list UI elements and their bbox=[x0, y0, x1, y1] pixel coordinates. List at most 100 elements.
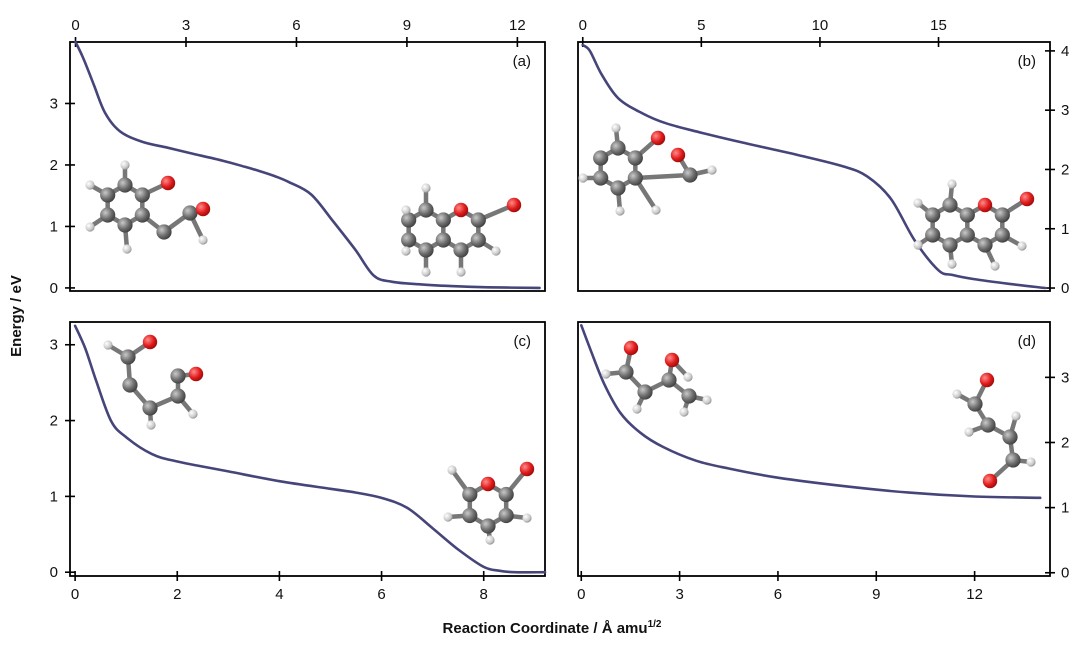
carbon-atom bbox=[470, 232, 486, 248]
carbon-atom bbox=[156, 224, 172, 240]
oxygen-atom bbox=[664, 352, 680, 368]
y-tick-label: 1 bbox=[50, 488, 58, 505]
carbon-atom bbox=[100, 187, 116, 203]
oxygen-atom bbox=[979, 372, 995, 388]
carbon-atom bbox=[618, 364, 634, 380]
panel-label: (d) bbox=[1018, 333, 1036, 350]
carbon-atom bbox=[959, 207, 975, 223]
carbon-atom bbox=[1005, 452, 1021, 468]
carbon-atom bbox=[170, 388, 186, 404]
y-tick-label: 3 bbox=[50, 337, 58, 354]
oxygen-atom bbox=[1019, 191, 1035, 207]
carbon-atom bbox=[401, 212, 417, 228]
oxygen-atom bbox=[188, 366, 204, 382]
reactant-molecule bbox=[85, 160, 211, 254]
carbon-atom bbox=[994, 227, 1010, 243]
carbon-atom bbox=[462, 507, 478, 524]
hydrogen-atom bbox=[964, 427, 974, 437]
product-molecule bbox=[443, 461, 535, 545]
y-tick-label: 3 bbox=[50, 95, 58, 112]
reactant-molecule bbox=[103, 334, 204, 430]
product-molecule bbox=[952, 372, 1036, 489]
panel-c: 0 2 4 6 8 0 1 2 3 (c) bbox=[50, 321, 547, 603]
plot-frame bbox=[577, 321, 1051, 577]
hydrogen-atom bbox=[103, 340, 113, 350]
carbon-atom bbox=[498, 486, 514, 503]
hydrogen-atom bbox=[947, 179, 957, 189]
plot-frame bbox=[69, 321, 546, 577]
carbon-atom bbox=[593, 170, 609, 186]
y-tick-label: 1 bbox=[50, 218, 58, 235]
y-tick-label: 3 bbox=[1061, 369, 1069, 386]
carbon-atom bbox=[682, 167, 698, 183]
hydrogen-atom bbox=[702, 395, 712, 405]
hydrogen-atom bbox=[401, 246, 411, 256]
y-axis-title: Energy / eV bbox=[8, 275, 25, 357]
hydrogen-atom bbox=[1026, 457, 1036, 467]
carbon-atom bbox=[480, 518, 496, 534]
carbon-atom bbox=[593, 150, 609, 166]
carbon-atom bbox=[925, 207, 941, 223]
hydrogen-atom bbox=[990, 261, 1000, 271]
carbon-atom bbox=[134, 207, 150, 223]
hydrogen-atom bbox=[401, 205, 411, 215]
carbon-atom bbox=[610, 140, 626, 156]
y-tick-label: 0 bbox=[50, 564, 58, 581]
carbon-atom bbox=[661, 372, 677, 388]
carbon-atom bbox=[977, 237, 993, 253]
carbon-atom bbox=[925, 227, 941, 243]
y-tick-label: 2 bbox=[50, 157, 58, 174]
product-molecule bbox=[913, 179, 1035, 271]
hydrogen-atom bbox=[146, 420, 156, 430]
carbon-atom bbox=[435, 212, 451, 228]
hydrogen-atom bbox=[683, 372, 693, 382]
x-tick-label: 6 bbox=[292, 17, 300, 34]
x-tick-label: 10 bbox=[812, 17, 829, 34]
carbon-atom bbox=[994, 207, 1010, 223]
panel-label: (a) bbox=[513, 53, 531, 70]
plot-frame bbox=[69, 41, 546, 292]
hydrogen-atom bbox=[85, 222, 95, 232]
carbon-atom bbox=[980, 417, 996, 433]
x-tick-label: 12 bbox=[966, 586, 983, 603]
x-tick-label: 3 bbox=[675, 586, 683, 603]
carbon-atom bbox=[1002, 429, 1018, 445]
oxygen-atom bbox=[670, 147, 686, 163]
oxygen-atom bbox=[142, 334, 158, 350]
hydrogen-atom bbox=[198, 235, 208, 245]
product-molecule bbox=[401, 183, 522, 277]
bond bbox=[633, 172, 693, 181]
hydrogen-atom bbox=[485, 535, 495, 545]
carbon-atom bbox=[470, 212, 486, 228]
hydrogen-atom bbox=[947, 259, 957, 269]
hydrogen-atom bbox=[456, 267, 466, 277]
carbon-atom bbox=[117, 177, 133, 193]
hydrogen-atom bbox=[443, 512, 453, 522]
carbon-atom bbox=[462, 486, 478, 503]
carbon-atom bbox=[182, 205, 198, 221]
hydrogen-atom bbox=[421, 183, 431, 193]
carbon-atom bbox=[959, 227, 975, 243]
carbon-atom bbox=[627, 150, 643, 166]
carbon-atom bbox=[117, 217, 133, 233]
y-tick-label: 0 bbox=[50, 280, 58, 297]
x-axis-title: Reaction Coordinate / Å amu1/2 bbox=[443, 619, 662, 637]
hydrogen-atom bbox=[421, 267, 431, 277]
carbon-atom bbox=[942, 237, 958, 253]
hydrogen-atom bbox=[651, 205, 661, 215]
y-tick-label: 2 bbox=[50, 413, 58, 430]
oxygen-atom bbox=[160, 175, 176, 191]
hydrogen-atom bbox=[1017, 241, 1027, 251]
carbon-atom bbox=[401, 232, 417, 248]
hydrogen-atom bbox=[913, 198, 923, 208]
oxygen-atom bbox=[195, 201, 211, 217]
energy-curve bbox=[581, 43, 1047, 290]
x-tick-label: 8 bbox=[480, 586, 488, 603]
reactant-molecule bbox=[578, 123, 717, 216]
x-tick-label: 0 bbox=[579, 17, 587, 34]
carbon-atom bbox=[122, 377, 138, 393]
carbon-atom bbox=[170, 368, 186, 384]
x-tick-label: 3 bbox=[182, 17, 190, 34]
